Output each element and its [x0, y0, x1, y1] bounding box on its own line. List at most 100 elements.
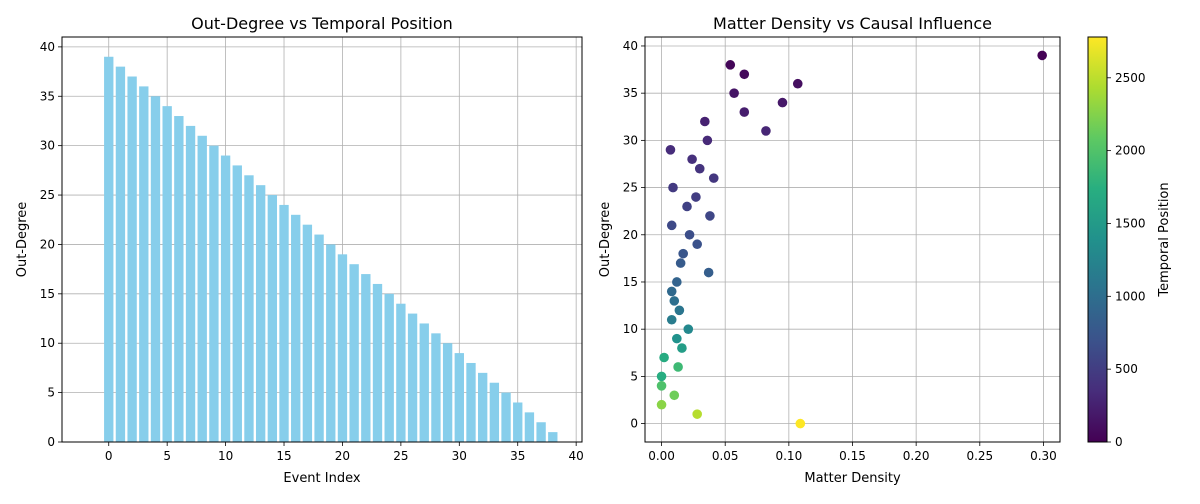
- x-tick-label: 0.10: [775, 449, 802, 463]
- scatter-point: [761, 126, 771, 136]
- y-tick-label: 10: [40, 336, 55, 350]
- colorbar: 0 500 1000 1500 2000 2500 Temporal Position: [1087, 36, 1172, 449]
- bar: [337, 254, 348, 442]
- colorbar-tick-label: 2500: [1115, 71, 1146, 85]
- x-tick-label: 0.15: [839, 449, 866, 463]
- scatter-point: [683, 324, 694, 334]
- scatter-point: [672, 333, 682, 344]
- x-tick-label: 40: [569, 449, 584, 463]
- colorbar-tick-label: 0: [1115, 435, 1123, 449]
- colorbar-tick-label: 2000: [1115, 144, 1146, 158]
- colorbar-label: Temporal Position: [1157, 182, 1172, 297]
- scatter-point: [668, 182, 678, 193]
- scatter-point: [692, 409, 702, 419]
- scatter-point: [702, 135, 713, 146]
- bar-chart-bars: [104, 56, 558, 443]
- x-tick-label: 0.20: [903, 449, 930, 463]
- scatter-point: [708, 173, 719, 183]
- scatter-chart-y-label: Out-Degree: [598, 202, 613, 278]
- y-tick-label: 5: [47, 386, 55, 400]
- bar: [302, 224, 313, 442]
- colorbar-tick-label: 500: [1115, 362, 1138, 376]
- bar: [255, 185, 266, 443]
- bar: [466, 362, 476, 442]
- bar: [442, 343, 453, 442]
- y-tick-label: 15: [623, 275, 638, 289]
- colorbar-tick-label: 1000: [1115, 289, 1146, 303]
- y-tick-label: 35: [40, 89, 55, 103]
- bar: [407, 313, 418, 442]
- scatter-point: [703, 267, 714, 278]
- bar-chart-y-label: Out-Degree: [15, 202, 30, 278]
- scatter-point: [669, 390, 680, 401]
- bar: [501, 392, 511, 442]
- y-tick-label: 15: [40, 287, 55, 301]
- scatter-point: [692, 239, 702, 250]
- x-tick-label: 35: [510, 449, 525, 463]
- bar: [220, 155, 231, 442]
- scatter-point: [673, 362, 683, 372]
- colorbar-gradient: [1087, 36, 1108, 443]
- scatter-point: [700, 116, 710, 127]
- bar: [185, 125, 196, 442]
- x-tick-label: 20: [335, 449, 350, 463]
- x-tick-label: 0.05: [712, 449, 739, 463]
- bar: [536, 422, 546, 442]
- y-tick-label: 25: [40, 188, 55, 202]
- bar: [127, 76, 137, 442]
- y-tick-label: 20: [40, 237, 55, 251]
- bar-chart-y-ticks: 0 5 10 15 20 25 30 35 40: [40, 40, 62, 449]
- bar: [478, 372, 488, 442]
- bar: [349, 264, 359, 442]
- y-tick-label: 35: [623, 86, 638, 100]
- scatter-point: [672, 277, 682, 287]
- scatter-point: [674, 305, 685, 316]
- x-tick-label: 0.30: [1030, 449, 1057, 463]
- scatter-point: [687, 154, 697, 165]
- y-tick-label: 40: [623, 39, 638, 53]
- scatter-point: [682, 201, 692, 212]
- bar: [513, 402, 523, 442]
- y-tick-label: 30: [40, 139, 55, 153]
- scatter-point: [694, 163, 705, 174]
- bar: [454, 353, 464, 442]
- x-tick-label: 0.25: [966, 449, 993, 463]
- scatter-point: [656, 399, 667, 410]
- bar: [209, 145, 219, 442]
- bar: [548, 432, 558, 442]
- y-tick-label: 25: [623, 181, 638, 195]
- bar-chart-frame: [61, 36, 583, 443]
- scatter-point: [666, 286, 677, 297]
- scatter-point: [705, 211, 715, 221]
- scatter-chart-grid: [645, 37, 1060, 442]
- y-tick-label: 40: [40, 40, 55, 54]
- scatter-point: [675, 258, 686, 268]
- bar-chart-x-label: Event Index: [283, 471, 360, 486]
- scatter-point: [739, 69, 750, 80]
- bar: [244, 175, 254, 443]
- y-tick-label: 10: [623, 322, 638, 336]
- y-tick-label: 30: [623, 133, 638, 147]
- scatter-point: [678, 248, 688, 259]
- scatter-chart-x-label: Matter Density: [804, 471, 901, 486]
- x-tick-label: 15: [276, 449, 291, 463]
- bar-chart-title: Out-Degree vs Temporal Position: [191, 14, 453, 33]
- bar: [104, 56, 114, 442]
- scatter-point: [792, 78, 803, 89]
- scatter-point: [666, 314, 677, 325]
- bar: [489, 382, 500, 442]
- x-tick-label: 0.00: [648, 449, 675, 463]
- bar: [326, 244, 336, 442]
- scatter-point: [656, 381, 667, 391]
- scatter-point: [1037, 50, 1047, 61]
- scatter-point: [777, 97, 788, 108]
- bar: [314, 234, 324, 442]
- bar: [139, 86, 149, 442]
- scatter-point: [795, 418, 806, 429]
- scatter-chart-title: Matter Density vs Causal Influence: [713, 14, 992, 33]
- x-tick-label: 30: [452, 449, 467, 463]
- scatter-chart-y-ticks: 0 5 10 15 20 25 30 35 40: [623, 39, 645, 431]
- scatter-point: [656, 371, 667, 382]
- scatter-point: [691, 192, 701, 202]
